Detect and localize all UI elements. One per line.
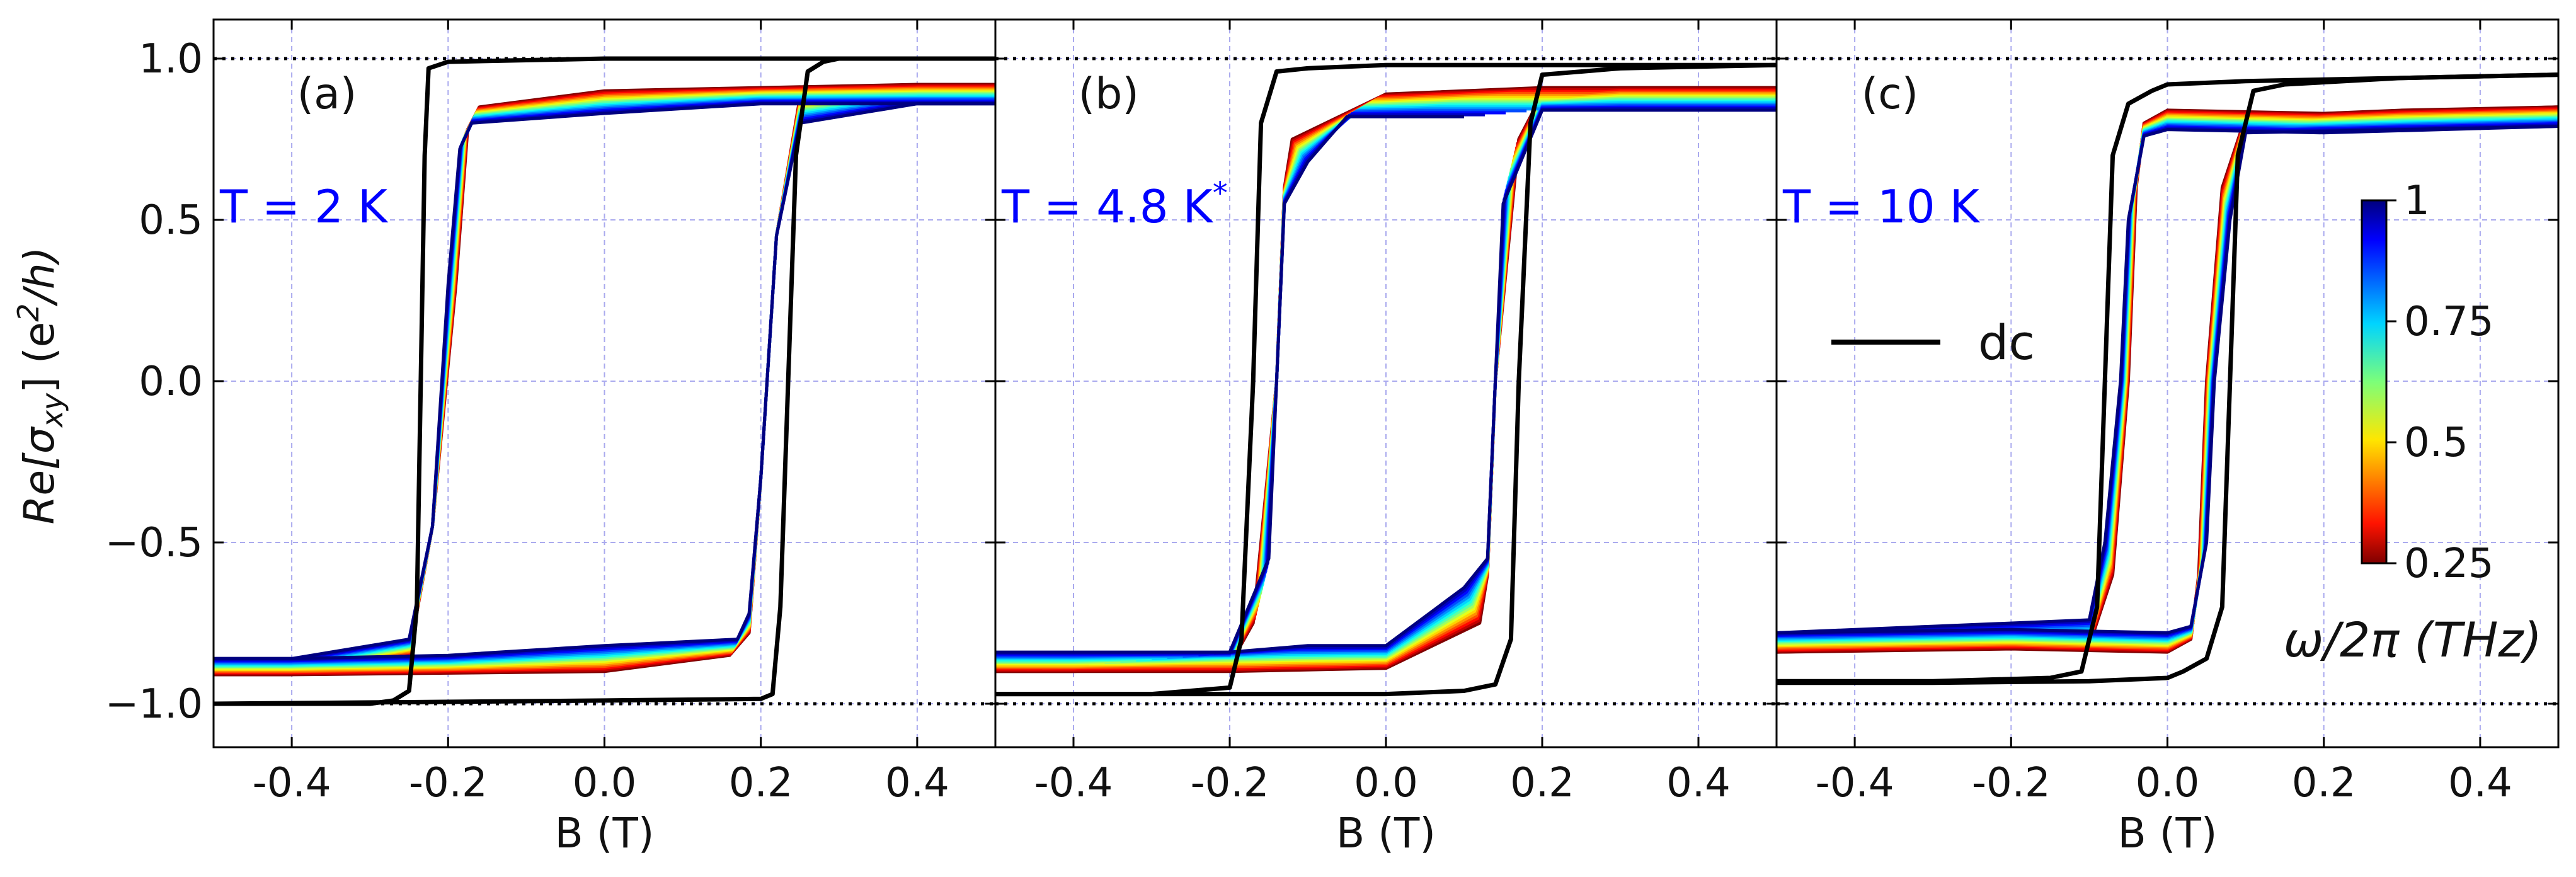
dc-down-sweep [213, 56, 995, 706]
panel-letter: (a) [297, 69, 357, 119]
x-axis-title: B (T) [2117, 809, 2217, 857]
thz-series-1-up [995, 115, 1464, 654]
thz-series-0.5-down [214, 89, 995, 671]
y-tick-label: −1.0 [105, 681, 203, 728]
ylabel-sub: xy [35, 393, 69, 428]
y-axis-title: Re[σxy] (e2/h) [11, 247, 69, 525]
dc-up-sweep [1777, 72, 2559, 684]
frequency-colorbar: 1 0.75 0.5 0.25 ω/2π (THz) [2284, 178, 2542, 668]
colorbar-tick-label: 0.5 [2404, 420, 2468, 466]
colorbar-tick-label: 1 [2404, 178, 2430, 224]
x-tick-label: -0.2 [1972, 760, 2051, 806]
ylabel-end: /h) [15, 247, 64, 307]
temperature-value: T = 2 K [219, 180, 389, 233]
thz-series-0.25-down [995, 86, 1777, 674]
thz-series-0.35-down [1026, 89, 1777, 671]
thz-series-0.25-up [995, 86, 1777, 674]
thz-series-0.45-up [214, 88, 995, 672]
temperature-value: T = 10 K [1782, 180, 1981, 233]
ylabel-main: Re[σ [15, 426, 64, 524]
legend: dc [1831, 314, 2035, 370]
thz-series-0.3-up [995, 88, 1756, 672]
x-tick-label: 0.0 [573, 760, 637, 806]
thz-series-1-down [214, 102, 995, 660]
x-tick-label: 0.2 [2292, 760, 2356, 806]
x-tick-label: 0.0 [2136, 760, 2200, 806]
legend-dc-label: dc [1978, 314, 2035, 370]
thz-series-0.4-down [1042, 90, 1777, 670]
y-tick-label: 0.5 [139, 197, 203, 244]
x-tick-label: 0.4 [2448, 760, 2512, 806]
dc-down-sweep [1777, 72, 2559, 685]
temperature-marker: * [1213, 176, 1228, 211]
x-tick-label: -0.2 [409, 760, 488, 806]
x-tick-label: 0.4 [1666, 760, 1731, 806]
temperature-label: T = 4.8 K* [1001, 176, 1228, 233]
panel-letter: (c) [1862, 69, 1918, 119]
panel-a: -0.4 -0.2 0.0 0.2 0.4 B (T) (a) T = 2 K [212, 18, 997, 857]
dc-up-sweep [995, 62, 1777, 697]
x-axis-title: B (T) [1336, 809, 1436, 857]
thz-series-0.45-down [1058, 92, 1777, 668]
x-tick-label: -0.4 [253, 760, 331, 806]
thz-series-0.4-up [214, 86, 995, 674]
y-tick-labels: 1.0 0.5 0.0 −0.5 −1.0 [105, 36, 203, 728]
colorbar-label: ω/2π (THz) [2284, 612, 2542, 668]
panel-letter: (b) [1079, 69, 1139, 119]
temperature-label: T = 10 K [1782, 180, 1981, 233]
x-tick-label: 0.4 [885, 760, 949, 806]
x-tick-label: -0.4 [1034, 760, 1113, 806]
ylabel-sup: 2 [11, 303, 45, 321]
colorbar-gradient [2361, 199, 2388, 565]
thz-series-1-down [1229, 108, 1777, 654]
colorbar-ticks: 1 0.75 0.5 0.25 [2386, 178, 2494, 587]
thz-series-0.4-down [214, 86, 995, 674]
y-tick-label: 0.0 [139, 358, 203, 405]
x-tick-label: 0.0 [1354, 760, 1418, 806]
x-axis-title: B (T) [554, 809, 654, 857]
thz-series-0.3-down [1010, 88, 1777, 672]
temperature-label: T = 2 K [219, 180, 389, 233]
x-tick-label: -0.4 [1816, 760, 1894, 806]
thz-series-0.5-up [214, 89, 995, 671]
thz-series-1-up [214, 102, 995, 660]
y-tick-label: 1.0 [139, 36, 203, 83]
panels: -0.4 -0.2 0.0 0.2 0.4 B (T) (a) T = 2 K -0.4 -0.2… [105, 18, 2560, 857]
thz-series-0.45-down [214, 88, 995, 672]
dc-down-sweep [995, 62, 1777, 697]
ylabel-mid: ] (e [15, 322, 64, 393]
panel-c: -0.4 -0.2 0.0 0.2 0.4 B (T) (c) T = 10 K [1775, 18, 2560, 857]
colorbar-tick-label: 0.75 [2404, 299, 2494, 345]
x-tick-label: 0.2 [729, 760, 793, 806]
x-tick-label: 0.2 [1510, 760, 1574, 806]
temperature-value: T = 4.8 K [1001, 180, 1213, 233]
panel-b: -0.4 -0.2 0.0 0.2 0.4 B (T) (b) T = 4.8 K* [994, 18, 1778, 857]
thz-series-0.35-up [995, 89, 1735, 671]
colorbar-tick-label: 0.25 [2404, 541, 2494, 587]
x-tick-label: -0.2 [1191, 760, 1269, 806]
y-tick-label: −0.5 [105, 520, 203, 566]
